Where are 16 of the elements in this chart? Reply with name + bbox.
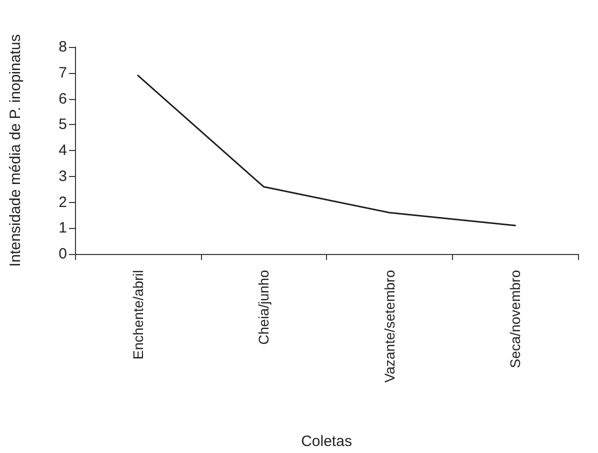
x-axis-title: Coletas <box>301 433 352 450</box>
x-tick-label: Cheia/junho <box>256 270 272 345</box>
x-tick-label: Vazante/setembro <box>381 270 398 383</box>
y-tick-label: 8 <box>58 38 67 56</box>
y-tick-label: 4 <box>58 142 67 159</box>
x-tick-label: Seca/novembro <box>507 270 524 368</box>
y-tick-label: 1 <box>58 220 67 237</box>
y-tick-label: 3 <box>58 168 67 185</box>
y-tick-label: 2 <box>58 194 67 211</box>
y-tick-label: 7 <box>58 64 67 82</box>
y-tick-label: 5 <box>58 116 67 134</box>
line-series <box>137 74 516 226</box>
x-tick-label: Enchente/abril <box>130 270 146 360</box>
y-tick-label: 0 <box>58 246 67 262</box>
y-axis-title: Intensidade média de P. inopinatus <box>7 34 24 267</box>
y-tick-label: 6 <box>58 90 67 108</box>
